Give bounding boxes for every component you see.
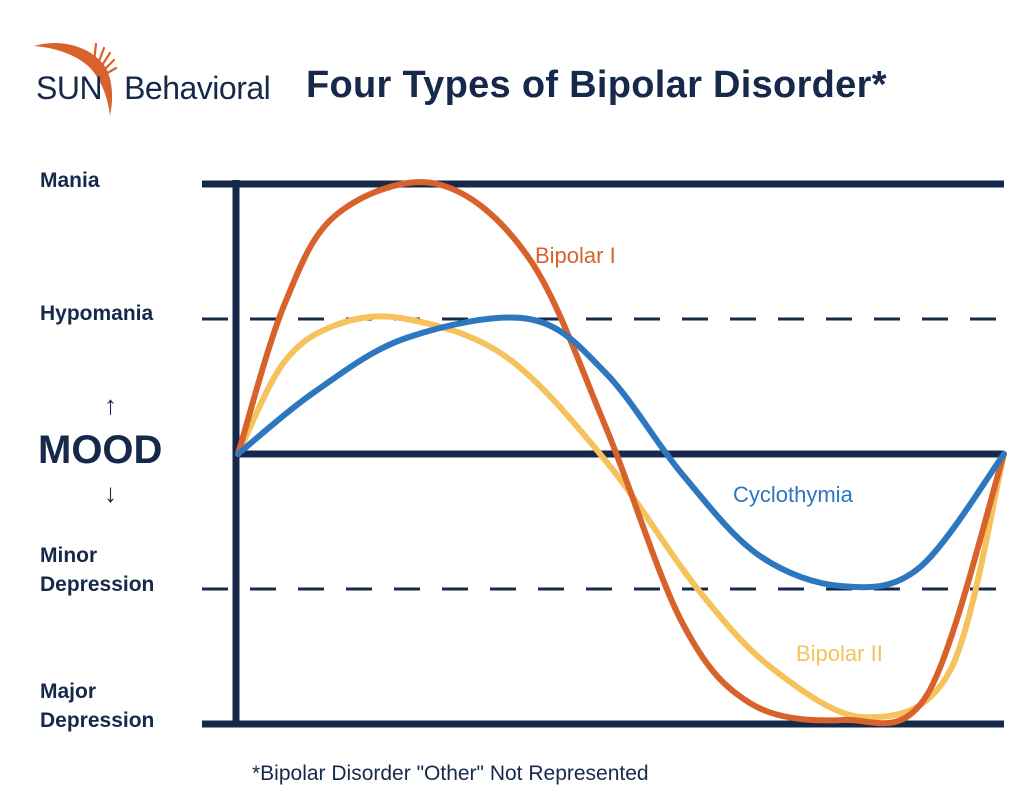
logo-text: SUN Behavioral bbox=[36, 70, 271, 107]
sun-rays-icon bbox=[34, 42, 118, 116]
logo-behavioral-text: Behavioral bbox=[124, 70, 271, 106]
logo-sun-text: SUN bbox=[36, 70, 103, 106]
level-label-hypomania: Hypomania bbox=[40, 302, 154, 325]
chart-title: Four Types of Bipolar Disorder* bbox=[306, 64, 887, 106]
series-line-bipolar-ii bbox=[235, 313, 1007, 721]
footnote: *Bipolar Disorder "Other" Not Represente… bbox=[252, 762, 649, 785]
sun-behavioral-logo: SUN Behavioral bbox=[30, 40, 271, 120]
level-label-mania: Mania bbox=[40, 169, 100, 192]
series-line-cyclothymia bbox=[235, 314, 1007, 591]
level-label-minor-depression: Minor Depression bbox=[40, 544, 155, 596]
series-label-cyclothymia: Cyclothymia bbox=[733, 482, 854, 507]
down-arrow-icon: ↓ bbox=[104, 478, 117, 508]
mood-axis-label: MOOD bbox=[38, 428, 163, 472]
series-line-bipolar-i bbox=[235, 179, 1007, 727]
up-arrow-icon: ↑ bbox=[104, 390, 117, 420]
series-label-bipolar-ii: Bipolar II bbox=[796, 641, 883, 666]
series-label-bipolar-i: Bipolar I bbox=[535, 243, 616, 268]
level-label-major-depression: Major Depression bbox=[40, 680, 155, 732]
